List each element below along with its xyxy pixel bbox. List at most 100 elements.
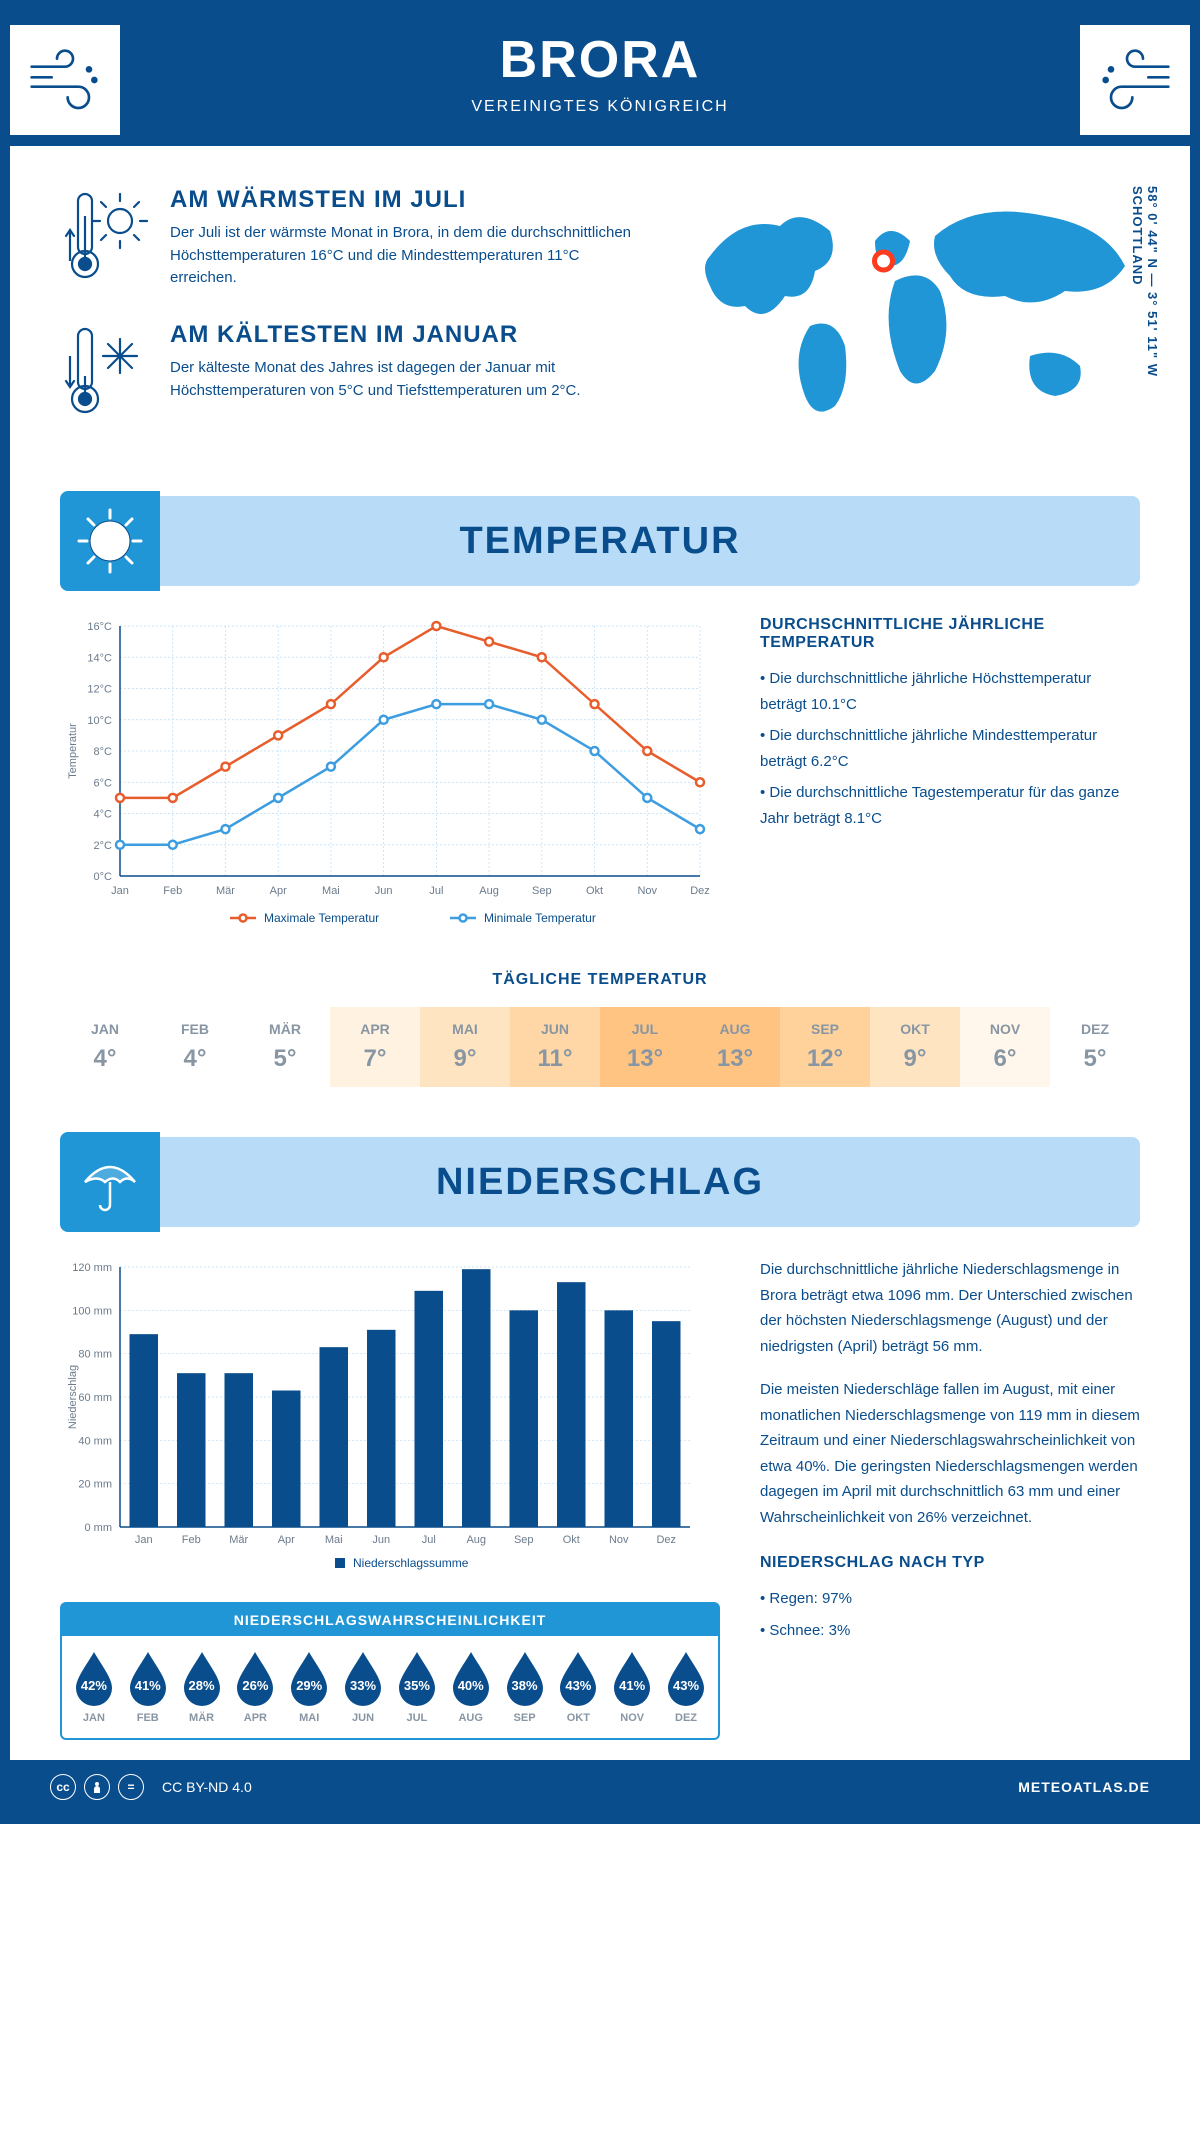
svg-text:Nov: Nov [609, 1534, 629, 1546]
svg-text:4°C: 4°C [94, 809, 113, 821]
svg-text:Apr: Apr [278, 1534, 295, 1546]
svg-text:80 mm: 80 mm [78, 1349, 112, 1361]
fact-warmest-text: Der Juli ist der wärmste Monat in Brora,… [170, 222, 650, 290]
prob-drop-cell: 42% JAN [68, 1650, 120, 1724]
temp-bullet: • Die durchschnittliche Tagestemperatur … [760, 780, 1140, 831]
world-map: 58° 0' 44" N — 3° 51' 11" W SCHOTTLAND [690, 186, 1140, 456]
svg-text:Feb: Feb [182, 1534, 201, 1546]
svg-text:14°C: 14°C [87, 652, 112, 664]
daily-temp-cell: SEP12° [780, 1007, 870, 1087]
svg-text:Jan: Jan [111, 885, 129, 897]
temp-section-banner: TEMPERATUR [60, 496, 1140, 586]
svg-text:100 mm: 100 mm [72, 1305, 112, 1317]
svg-text:Okt: Okt [586, 885, 603, 897]
svg-text:12°C: 12°C [87, 684, 112, 696]
svg-text:2°C: 2°C [94, 840, 113, 852]
prob-drop-cell: 41% NOV [606, 1650, 658, 1724]
temp-line-chart: 0°C2°C4°C6°C8°C10°C12°C14°C16°CJanFebMär… [60, 616, 720, 941]
precip-para2: Die meisten Niederschläge fallen im Augu… [760, 1377, 1140, 1530]
svg-text:Niederschlag: Niederschlag [67, 1365, 79, 1429]
svg-text:0 mm: 0 mm [85, 1522, 113, 1534]
coords-region: SCHOTTLAND [1130, 186, 1145, 286]
wind-icon-left [10, 25, 120, 135]
svg-text:10°C: 10°C [87, 715, 112, 727]
cc-by-icon [84, 1774, 110, 1800]
svg-text:Feb: Feb [163, 885, 182, 897]
prob-drop-cell: 26% APR [229, 1650, 281, 1724]
thermometer-snow-icon [60, 321, 150, 426]
svg-text:Mai: Mai [325, 1534, 343, 1546]
precip-section-title: NIEDERSCHLAG [436, 1161, 764, 1204]
location-title: BRORA [10, 30, 1190, 90]
svg-text:Niederschlagssumme: Niederschlagssumme [353, 1556, 469, 1570]
thermometer-sun-icon [60, 186, 150, 291]
svg-text:Apr: Apr [270, 885, 287, 897]
wind-icon-right [1080, 25, 1190, 135]
coords-text: 58° 0' 44" N — 3° 51' 11" W [1145, 186, 1160, 377]
svg-text:40 mm: 40 mm [78, 1435, 112, 1447]
temp-bullet: • Die durchschnittliche jährliche Mindes… [760, 723, 1140, 774]
daily-temp-strip: JAN4°FEB4°MÄR5°APR7°MAI9°JUN11°JUL13°AUG… [60, 1007, 1140, 1087]
fact-warmest: AM WÄRMSTEN IM JULI Der Juli ist der wär… [60, 186, 650, 291]
svg-text:Jun: Jun [372, 1534, 390, 1546]
temp-bullet: • Die durchschnittliche jährliche Höchst… [760, 666, 1140, 717]
svg-text:60 mm: 60 mm [78, 1392, 112, 1404]
location-country: VEREINIGTES KÖNIGREICH [10, 98, 1190, 116]
svg-text:Aug: Aug [479, 885, 499, 897]
daily-temp-cell: JAN4° [60, 1007, 150, 1087]
precip-probability-box: NIEDERSCHLAGSWAHRSCHEINLICHKEIT 42% JAN … [60, 1602, 720, 1740]
prob-drop-cell: 43% OKT [552, 1650, 604, 1724]
temp-section-title: TEMPERATUR [459, 520, 740, 563]
prob-drop-cell: 40% AUG [445, 1650, 497, 1724]
footer: cc = CC BY-ND 4.0 METEOATLAS.DE [10, 1760, 1190, 1814]
svg-text:6°C: 6°C [94, 777, 113, 789]
license-text: CC BY-ND 4.0 [162, 1779, 252, 1795]
precip-type-rain: • Regen: 97% [760, 1586, 1140, 1612]
svg-text:Maximale Temperatur: Maximale Temperatur [264, 911, 379, 925]
daily-temp-cell: AUG13° [690, 1007, 780, 1087]
fact-coldest: AM KÄLTESTEN IM JANUAR Der kälteste Mona… [60, 321, 650, 426]
svg-text:20 mm: 20 mm [78, 1479, 112, 1491]
daily-temp-cell: MÄR5° [240, 1007, 330, 1087]
svg-text:Dez: Dez [656, 1534, 676, 1546]
fact-coldest-title: AM KÄLTESTEN IM JANUAR [170, 321, 650, 349]
daily-temp-cell: NOV6° [960, 1007, 1050, 1087]
fact-coldest-text: Der kälteste Monat des Jahres ist dagege… [170, 357, 650, 402]
prob-drop-cell: 35% JUL [391, 1650, 443, 1724]
svg-text:Jul: Jul [422, 1534, 436, 1546]
svg-text:Mai: Mai [322, 885, 340, 897]
prob-drop-cell: 29% MAI [283, 1650, 335, 1724]
umbrella-icon [60, 1132, 160, 1232]
prob-drop-cell: 41% FEB [122, 1650, 174, 1724]
precip-type-heading: NIEDERSCHLAG NACH TYP [760, 1554, 1140, 1572]
fact-warmest-title: AM WÄRMSTEN IM JULI [170, 186, 650, 214]
prob-drop-cell: 33% JUN [337, 1650, 389, 1724]
cc-icon: cc [50, 1774, 76, 1800]
precip-bar-chart: 0 mm 20 mm 40 mm 60 mm 80 mm 100 mm 120 mm Nied… [60, 1257, 720, 1582]
precip-type-snow: • Schnee: 3% [760, 1618, 1140, 1644]
svg-text:120 mm: 120 mm [72, 1262, 112, 1274]
brand-text: METEOATLAS.DE [1018, 1779, 1150, 1795]
sun-icon [60, 491, 160, 591]
daily-temp-cell: JUL13° [600, 1007, 690, 1087]
svg-text:0°C: 0°C [94, 871, 113, 883]
prob-drop-cell: 38% SEP [499, 1650, 551, 1724]
daily-temp-cell: OKT9° [870, 1007, 960, 1087]
svg-text:Temperatur: Temperatur [67, 723, 79, 779]
prob-drop-cell: 28% MÄR [176, 1650, 228, 1724]
daily-temp-cell: APR7° [330, 1007, 420, 1087]
header-banner: BRORA VEREINIGTES KÖNIGREICH [10, 10, 1190, 146]
daily-temp-cell: DEZ5° [1050, 1007, 1140, 1087]
daily-temp-cell: JUN11° [510, 1007, 600, 1087]
daily-temp-cell: FEB4° [150, 1007, 240, 1087]
svg-text:Dez: Dez [690, 885, 710, 897]
svg-text:Minimale Temperatur: Minimale Temperatur [484, 911, 596, 925]
svg-text:8°C: 8°C [94, 746, 113, 758]
svg-text:Sep: Sep [532, 885, 552, 897]
daily-temp-heading: TÄGLICHE TEMPERATUR [60, 971, 1140, 989]
precip-para1: Die durchschnittliche jährliche Niedersc… [760, 1257, 1140, 1359]
svg-text:Mär: Mär [229, 1534, 248, 1546]
svg-text:Jan: Jan [135, 1534, 153, 1546]
svg-text:Okt: Okt [563, 1534, 580, 1546]
cc-nd-icon: = [118, 1774, 144, 1800]
